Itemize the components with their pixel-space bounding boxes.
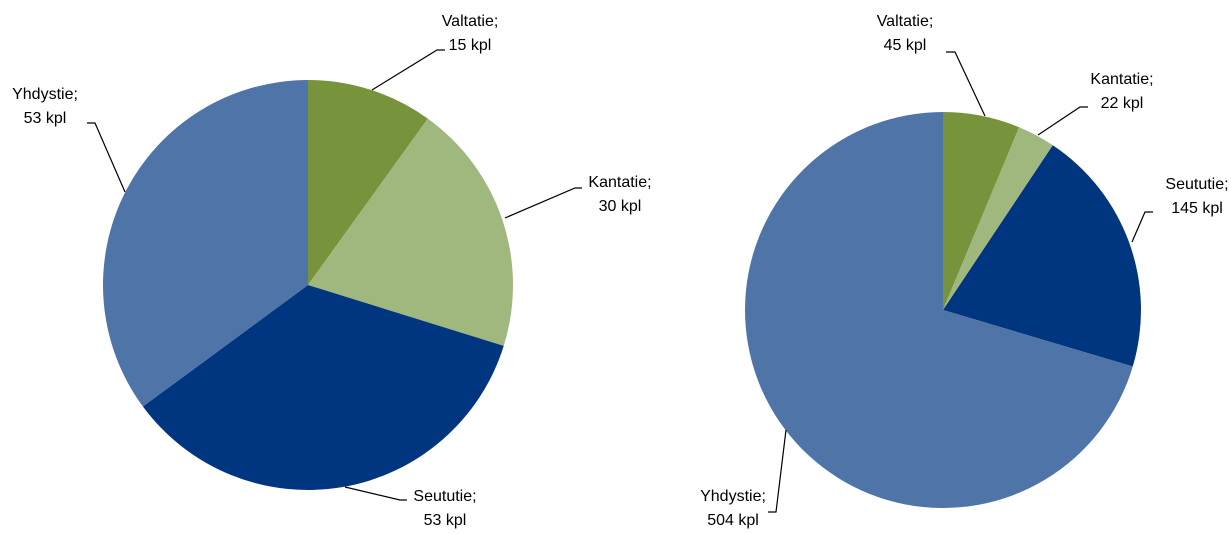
slice-label-value: 30 kpl xyxy=(599,198,642,215)
slice-label-name: Valtatie; xyxy=(877,13,934,30)
slice-label-value: 53 kpl xyxy=(24,110,67,127)
leader-line xyxy=(1131,211,1153,243)
pie-slice xyxy=(943,145,1141,367)
pie-slice xyxy=(943,112,1020,310)
slice-label-name: Yhdystie; xyxy=(12,86,78,103)
leader-line xyxy=(1037,106,1088,136)
pie-slice xyxy=(745,112,1133,508)
slice-label-value: 504 kpl xyxy=(707,512,759,529)
leader-line xyxy=(504,187,582,219)
slice-label-name: Seututie; xyxy=(413,488,476,505)
pie-slice xyxy=(102,80,308,407)
leader-line xyxy=(87,122,126,193)
slice-label-name: Kantatie; xyxy=(588,174,651,191)
slice-label-value: 22 kpl xyxy=(1101,95,1144,112)
slice-label-value: 53 kpl xyxy=(424,512,467,529)
pie-slice xyxy=(308,80,428,285)
pie-slice xyxy=(943,127,1053,310)
slice-label-value: 45 kpl xyxy=(884,37,927,54)
slice-label-name: Kantatie; xyxy=(1090,71,1153,88)
leader-line xyxy=(344,486,407,501)
leader-line xyxy=(946,51,986,117)
slice-label-name: Seututie; xyxy=(1165,176,1228,193)
leader-line xyxy=(768,429,787,513)
leader-line xyxy=(371,49,445,91)
slice-label-name: Valtatie; xyxy=(442,13,499,30)
slice-label-name: Yhdystie; xyxy=(700,488,766,505)
pie-slice xyxy=(308,118,513,346)
slice-label-value: 145 kpl xyxy=(1171,200,1223,217)
pie-slice xyxy=(142,285,504,490)
slice-label-value: 15 kpl xyxy=(449,37,492,54)
